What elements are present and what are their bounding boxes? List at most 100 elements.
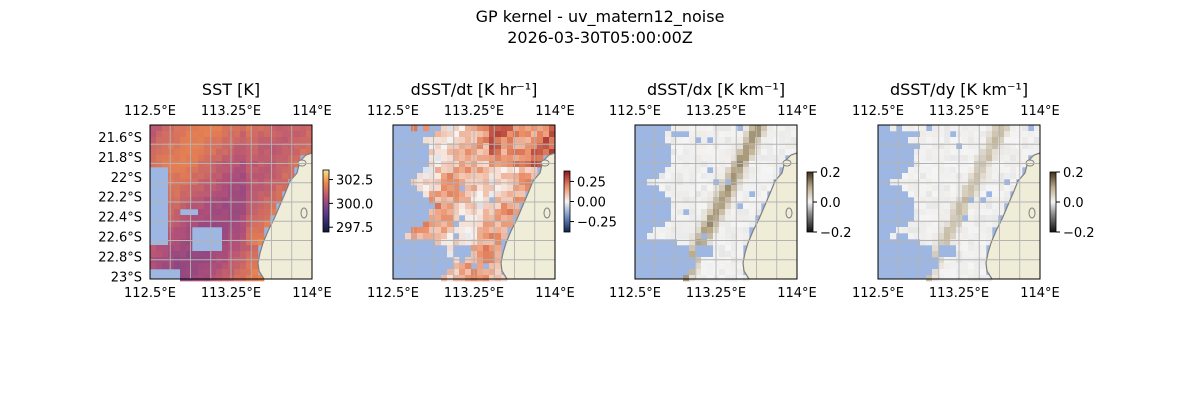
heatmap-cell xyxy=(162,155,169,162)
colorbar xyxy=(322,169,330,233)
heatmap-cell xyxy=(174,221,181,228)
heatmap-cell xyxy=(737,149,744,156)
heatmap-cell xyxy=(288,137,295,144)
heatmap-cell xyxy=(695,203,702,210)
heatmap-cell xyxy=(986,137,993,144)
heatmap-cell xyxy=(276,179,283,186)
heatmap-cells xyxy=(647,125,798,282)
heatmap-cell xyxy=(968,251,975,258)
heatmap-cell xyxy=(1022,131,1029,138)
heatmap-cell xyxy=(968,155,975,162)
heatmap-cell xyxy=(210,191,217,198)
heatmap-cell xyxy=(531,161,538,168)
heatmap-cell xyxy=(992,143,999,150)
heatmap-cell xyxy=(441,155,448,162)
heatmap-cell xyxy=(180,233,187,240)
heatmap-cell xyxy=(968,179,975,186)
heatmap-cell xyxy=(743,215,750,222)
heatmap-cell xyxy=(683,179,690,186)
heatmap-cell xyxy=(749,203,756,210)
heatmap-cell xyxy=(168,173,175,180)
heatmap-cell xyxy=(288,167,295,174)
heatmap-cell xyxy=(908,233,915,240)
heatmap-cell xyxy=(246,125,253,132)
heatmap-cell xyxy=(495,239,502,246)
heatmap-cell xyxy=(447,185,454,192)
heatmap-cell xyxy=(441,179,448,186)
heatmap-cell xyxy=(737,185,744,192)
colorbar-tick-label: 0.00 xyxy=(577,196,606,211)
map-frame xyxy=(877,124,1041,280)
colorbar-tick-label: 302.5 xyxy=(336,174,373,189)
heatmap-cell xyxy=(495,173,502,180)
heatmap-cell xyxy=(234,233,241,240)
heatmap-cell xyxy=(992,221,999,228)
heatmap-cell xyxy=(980,131,987,138)
heatmap-cell xyxy=(665,185,672,192)
heatmap-cell xyxy=(950,239,957,246)
heatmap-cell xyxy=(926,203,933,210)
heatmap-cell xyxy=(767,137,774,144)
heatmap-cell xyxy=(210,209,217,216)
heatmap-cell xyxy=(204,155,211,162)
heatmap-cell xyxy=(1034,131,1041,138)
heatmap-cell xyxy=(731,155,738,162)
heatmap-cell xyxy=(519,161,526,168)
heatmap-cell xyxy=(513,209,520,216)
heatmap-cell xyxy=(501,149,508,156)
heatmap-cell xyxy=(501,179,508,186)
heatmap-cell xyxy=(998,203,1005,210)
heatmap-cell xyxy=(671,233,678,240)
heatmap-cell xyxy=(755,191,762,198)
heatmap-cell xyxy=(701,275,708,282)
heatmap-cell xyxy=(162,137,169,144)
heatmap-cell xyxy=(180,191,187,198)
heatmap-cell xyxy=(737,173,744,180)
heatmap-cell xyxy=(252,131,259,138)
heatmap-cell xyxy=(944,191,951,198)
heatmap-cell xyxy=(282,137,289,144)
heatmap-cell xyxy=(992,215,999,222)
heatmap-cell xyxy=(695,197,702,204)
heatmap-cell xyxy=(683,221,690,228)
heatmap-cell xyxy=(683,191,690,198)
heatmap-cell xyxy=(743,203,750,210)
heatmap-cell xyxy=(423,191,430,198)
heatmap-cell xyxy=(240,125,247,132)
heatmap-cell xyxy=(980,239,987,246)
heatmap-cell xyxy=(725,149,732,156)
heatmap-cell xyxy=(495,263,502,270)
heatmap-cell xyxy=(914,215,921,222)
heatmap-cell xyxy=(725,125,732,132)
heatmap-cell xyxy=(767,149,774,156)
heatmap-cell xyxy=(773,155,780,162)
heatmap-cell xyxy=(761,161,768,168)
heatmap-cell xyxy=(465,227,472,234)
heatmap-cell xyxy=(938,125,945,132)
heatmap-cell xyxy=(659,233,666,240)
heatmap-cell xyxy=(453,125,460,132)
heatmap-cell xyxy=(689,245,696,252)
heatmap-cell xyxy=(749,125,756,132)
heatmap-cell xyxy=(252,245,259,252)
heatmap-cell xyxy=(168,209,175,216)
heatmap-cell xyxy=(453,269,460,276)
heatmap-cell xyxy=(252,191,259,198)
heatmap-cell xyxy=(950,227,957,234)
island xyxy=(300,207,308,219)
heatmap-cell xyxy=(689,131,696,138)
x-tick-label-top: 112.5°E xyxy=(609,104,661,119)
heatmap-cell xyxy=(495,149,502,156)
heatmap-cell xyxy=(288,155,295,162)
heatmap-cell xyxy=(210,251,217,258)
heatmap-cell xyxy=(755,185,762,192)
heatmap-cell xyxy=(495,161,502,168)
heatmap-cell xyxy=(980,227,987,234)
heatmap-cell xyxy=(258,149,265,156)
heatmap-cell xyxy=(914,155,921,162)
heatmap-cell xyxy=(198,269,205,276)
heatmap-cell xyxy=(186,131,193,138)
heatmap-cell xyxy=(453,203,460,210)
heatmap-cell xyxy=(950,173,957,180)
heatmap-cell xyxy=(186,245,193,252)
